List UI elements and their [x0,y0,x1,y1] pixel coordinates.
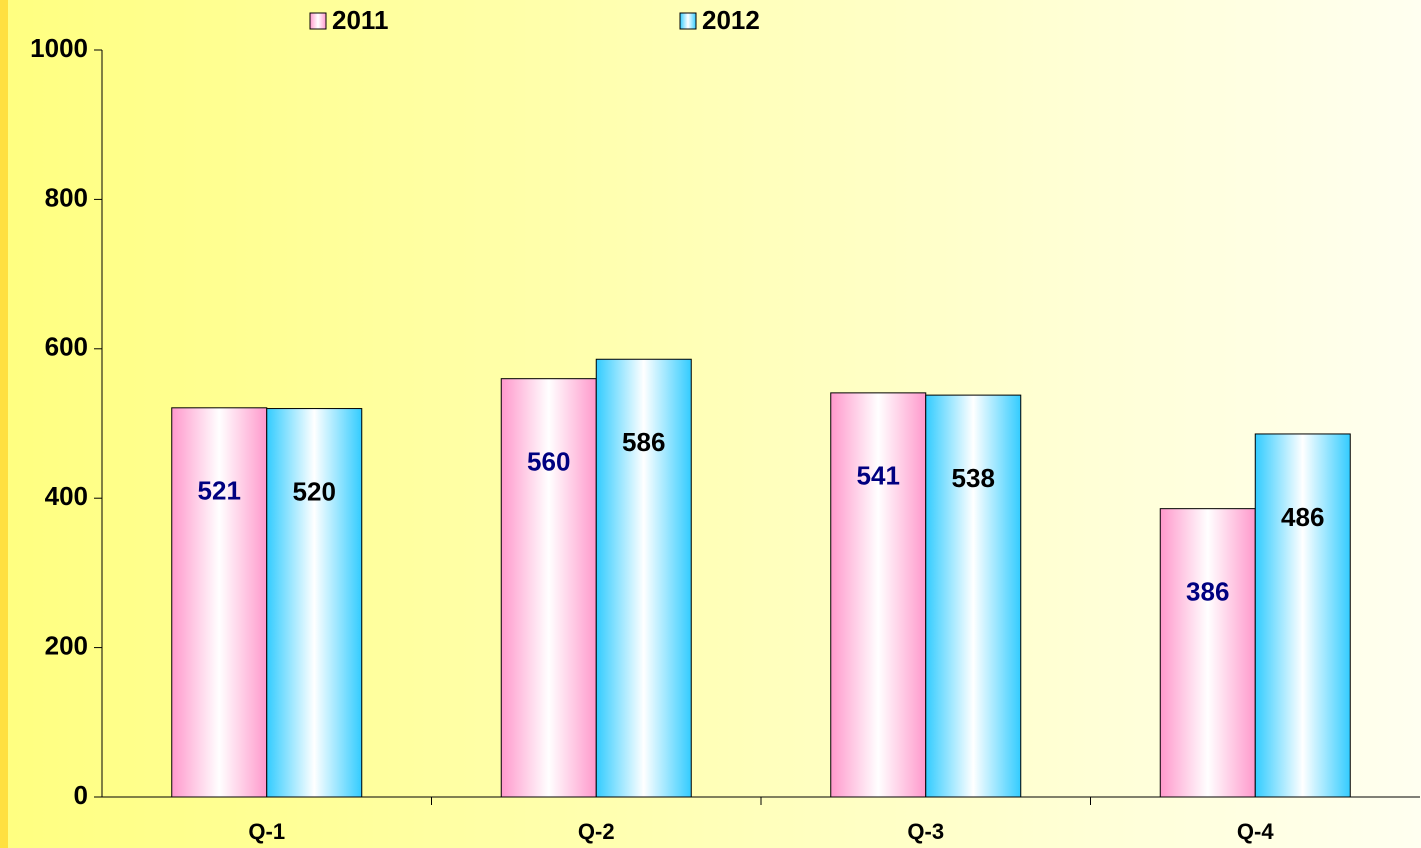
y-tick-label: 400 [45,481,88,511]
x-tick-label: Q-3 [907,819,944,844]
value-label: 521 [198,476,241,506]
bar [830,392,927,798]
bar [1159,508,1256,798]
value-label: 520 [293,476,336,506]
value-label: 541 [857,461,900,491]
edge-strip [0,0,8,848]
value-label: 386 [1186,577,1229,607]
y-tick-label: 200 [45,630,88,660]
bar [925,394,1022,798]
bar [500,378,597,798]
bar [171,407,268,798]
y-tick-label: 800 [45,182,88,212]
legend-swatch [309,12,327,30]
legend-label: 2012 [702,5,760,35]
x-tick-label: Q-1 [248,819,285,844]
legend-swatch [679,12,697,30]
legend-label: 2011 [332,5,388,35]
bar [266,408,363,798]
value-label: 486 [1281,502,1324,532]
x-tick-label: Q-2 [578,819,615,844]
bar [1254,433,1351,798]
y-tick-label: 1000 [30,33,88,63]
y-tick-label: 0 [74,780,88,810]
value-label: 538 [952,463,995,493]
value-label: 586 [622,427,665,457]
x-tick-label: Q-4 [1237,819,1274,844]
value-label: 560 [527,447,570,477]
bar [595,358,692,798]
y-tick-label: 600 [45,332,88,362]
